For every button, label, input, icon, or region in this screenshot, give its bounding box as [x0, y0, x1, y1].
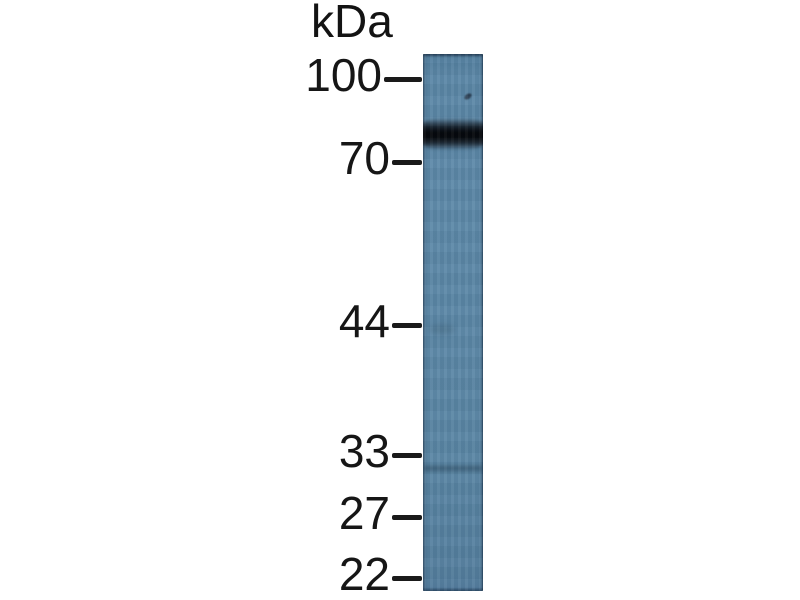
faint-smudge [429, 325, 455, 334]
marker-tick-33 [392, 452, 422, 458]
marker-tick-100 [384, 76, 422, 82]
marker-row-33: 33 [0, 425, 422, 477]
marker-label-22: 22 [338, 548, 390, 600]
blot-lane [423, 54, 483, 591]
marker-label-33: 33 [338, 425, 390, 477]
marker-label-27: 27 [338, 487, 390, 539]
marker-row-44: 44 [0, 295, 422, 347]
marker-row-70: 70 [0, 132, 422, 184]
marker-label-44: 44 [338, 295, 390, 347]
marker-tick-27 [392, 514, 422, 520]
marker-tick-22 [392, 575, 422, 581]
marker-tick-44 [392, 322, 422, 328]
speck-artifact [463, 92, 473, 101]
kda-unit-label: kDa [311, 0, 393, 47]
marker-label-100: 100 [305, 49, 382, 101]
protein-band-main [423, 118, 483, 150]
marker-label-70: 70 [338, 132, 390, 184]
marker-row-22: 22 [0, 548, 422, 600]
protein-band-faint [423, 464, 483, 473]
marker-row-27: 27 [0, 487, 422, 539]
marker-row-100: 100 [0, 49, 422, 101]
marker-tick-70 [392, 159, 422, 165]
